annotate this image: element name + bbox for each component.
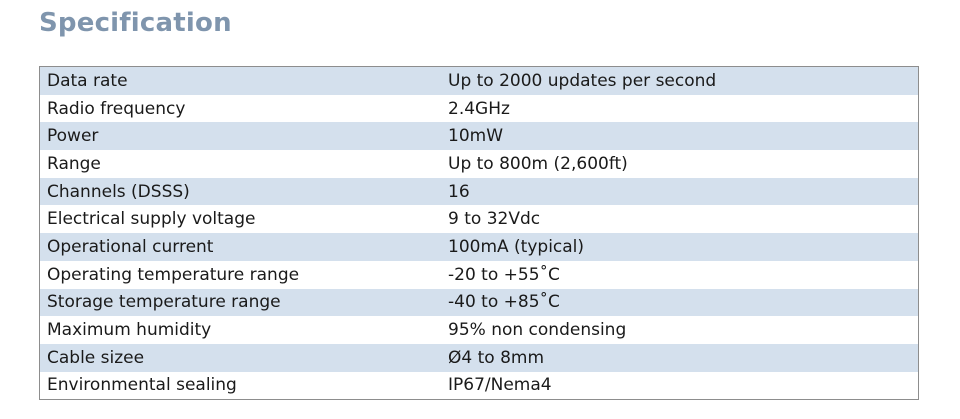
parameter-cell: Cable sizee: [39, 343, 436, 372]
value-cell: 100mA (typical): [436, 233, 919, 261]
table-row: Maximum humidity 95% non condensing: [39, 316, 919, 344]
table-row: Data rate Up to 2000 updates per second: [39, 66, 919, 95]
specification-table-body: Data rate Up to 2000 updates per second …: [39, 66, 919, 400]
table-row: Radio frequency 2.4GHz: [39, 94, 919, 123]
value-cell: -40 to +85˚C: [436, 288, 919, 317]
table-row: Environmental sealing IP67/Nema4: [39, 371, 919, 400]
value-cell: IP67/Nema4: [436, 371, 919, 400]
table-row: Electrical supply voltage 9 to 32Vdc: [39, 205, 919, 234]
parameter-cell: Data rate: [39, 66, 436, 95]
parameter-cell: Operating temperature range: [39, 260, 436, 289]
table-row: Range Up to 800m (2,600ft): [39, 150, 919, 178]
specification-table: Data rate Up to 2000 updates per second …: [39, 66, 919, 401]
value-cell: 16: [436, 177, 919, 206]
value-cell: 95% non condensing: [436, 316, 919, 344]
parameter-cell: Operational current: [39, 233, 436, 261]
parameter-cell: Maximum humidity: [39, 316, 436, 344]
value-cell: 2.4GHz: [436, 94, 919, 123]
parameter-cell: Range: [39, 150, 436, 178]
page-title: Specification: [39, 8, 232, 38]
table-row: Storage temperature range -40 to +85˚C: [39, 288, 919, 317]
parameter-cell: Channels (DSSS): [39, 177, 436, 206]
value-cell: Up to 800m (2,600ft): [436, 150, 919, 178]
value-cell: 10mW: [436, 122, 919, 151]
parameter-cell: Environmental sealing: [39, 371, 436, 400]
parameter-cell: Storage temperature range: [39, 288, 436, 317]
table-row: Operational current 100mA (typical): [39, 233, 919, 261]
table-row: Cable sizee Ø4 to 8mm: [39, 343, 919, 372]
value-cell: -20 to +55˚C: [436, 260, 919, 289]
value-cell: 9 to 32Vdc: [436, 205, 919, 234]
table-row: Operating temperature range -20 to +55˚C: [39, 260, 919, 289]
parameter-cell: Electrical supply voltage: [39, 205, 436, 234]
table-row: Channels (DSSS) 16: [39, 177, 919, 206]
table-row: Power 10mW: [39, 122, 919, 151]
value-cell: Up to 2000 updates per second: [436, 66, 919, 95]
parameter-cell: Power: [39, 122, 436, 151]
parameter-cell: Radio frequency: [39, 94, 436, 123]
value-cell: Ø4 to 8mm: [436, 343, 919, 372]
